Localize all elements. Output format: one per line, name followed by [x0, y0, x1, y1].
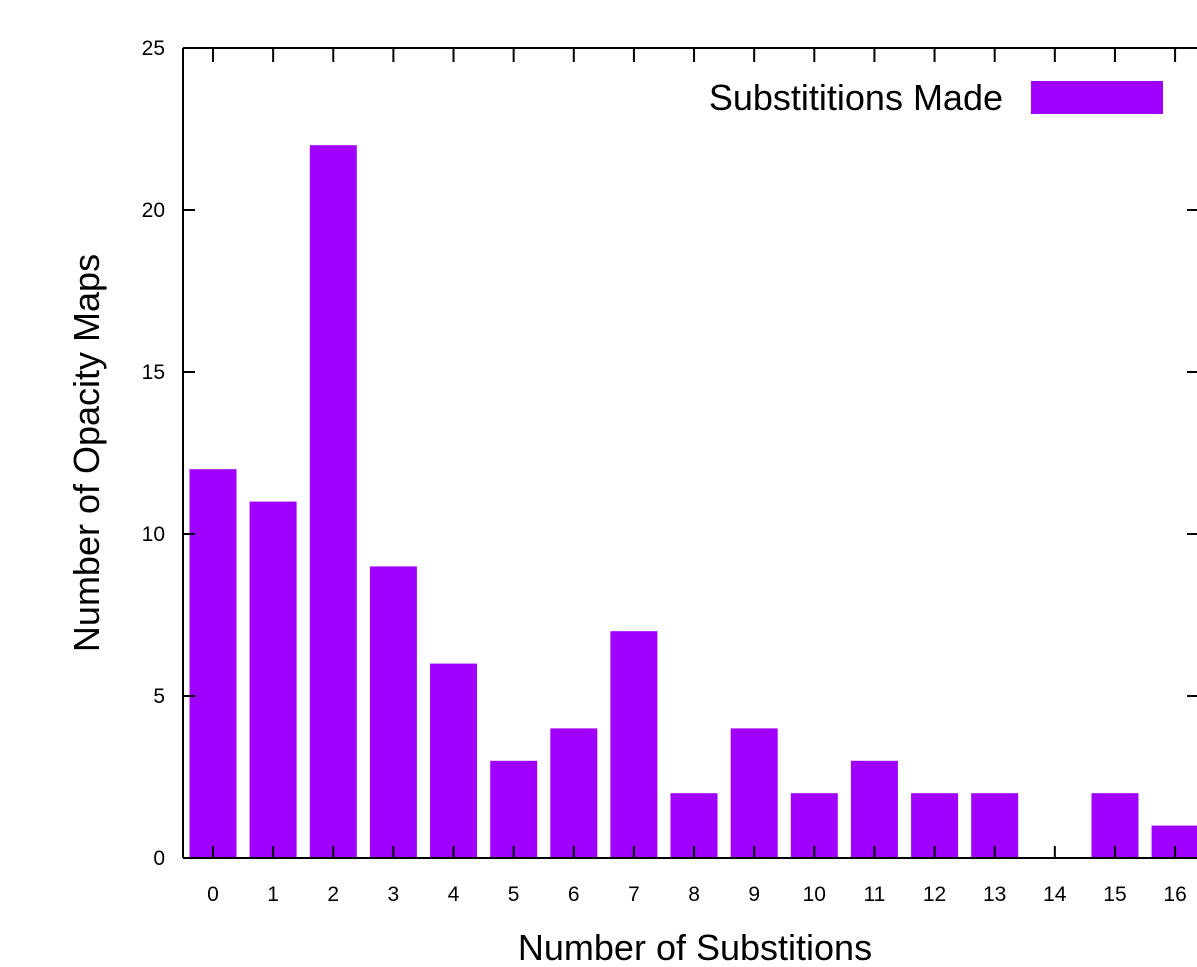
x-tick-label-12: 12 [923, 883, 946, 906]
x-tick-label-6: 6 [568, 883, 580, 906]
bar-11 [850, 760, 898, 858]
bar-5 [490, 760, 538, 858]
x-axis-title: Number of Substitions [518, 927, 872, 967]
y-axis-title: Number of Opacity Maps [66, 254, 107, 652]
x-tick-label-3: 3 [388, 883, 400, 906]
x-tick-label-11: 11 [864, 883, 886, 906]
x-ticks-group: 0 1 2 3 4 5 6 7 8 9 10 11 12 13 14 15 16 [207, 48, 1187, 906]
x-tick-label-2: 2 [327, 883, 339, 906]
legend: Substititions Made [709, 77, 1163, 118]
x-tick-label-4: 4 [448, 883, 460, 906]
x-tick-label-16: 16 [1163, 883, 1186, 906]
y-tick-label-0: 0 [153, 847, 165, 870]
y-tick-label-25: 25 [142, 37, 165, 60]
y-tick-label-20: 20 [142, 199, 165, 222]
bar-2 [309, 145, 357, 858]
x-tick-label-8: 8 [688, 883, 700, 906]
x-tick-label-9: 9 [748, 883, 760, 906]
y-tick-label-15: 15 [142, 361, 165, 384]
legend-swatch [1031, 81, 1163, 114]
legend-label: Substititions Made [709, 77, 1003, 118]
axes-group [182, 47, 1197, 859]
y-tick-label-10: 10 [142, 523, 165, 546]
bar-9 [730, 728, 778, 858]
bar-7 [610, 631, 658, 858]
y-ticks-group: 0 5 10 15 20 25 [142, 37, 1197, 870]
x-tick-label-10: 10 [803, 883, 826, 906]
bar-1 [249, 501, 297, 858]
x-tick-label-1: 1 [267, 883, 279, 906]
x-tick-label-5: 5 [508, 883, 520, 906]
x-tick-label-7: 7 [628, 883, 640, 906]
x-tick-label-0: 0 [207, 883, 219, 906]
bar-6 [550, 728, 598, 858]
bar-3 [369, 566, 417, 858]
bar-4 [430, 663, 477, 858]
x-tick-label-13: 13 [983, 883, 1006, 906]
y-tick-label-5: 5 [153, 685, 165, 708]
x-tick-label-14: 14 [1043, 883, 1067, 906]
bar-0 [189, 469, 237, 858]
bars-group [189, 145, 1197, 858]
x-tick-label-15: 15 [1103, 883, 1126, 906]
